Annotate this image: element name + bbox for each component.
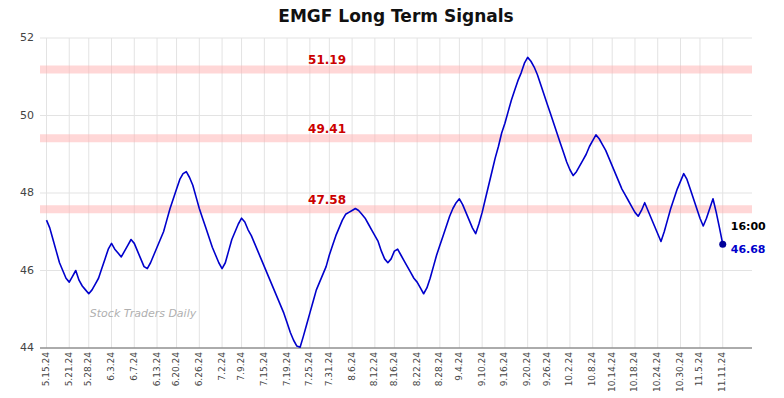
x-tick-label: 7.2.24 bbox=[217, 352, 227, 381]
grid bbox=[40, 38, 752, 348]
chart: 44 46 48 50 52 5.15.24 5.21.24 5.28.24 6.3.24 6.7… bbox=[0, 0, 784, 398]
x-tick-label: 11.11.24 bbox=[717, 352, 727, 392]
x-grid-line bbox=[46, 38, 47, 348]
x-tick-label: 9.26.24 bbox=[542, 352, 552, 387]
x-tick-label: 11.5.24 bbox=[694, 352, 704, 387]
y-grid-line bbox=[40, 193, 752, 194]
x-tick-label: 8.22.24 bbox=[412, 352, 422, 387]
x-grid-line bbox=[657, 38, 658, 348]
x-tick-label: 6.3.24 bbox=[106, 352, 116, 381]
x-tick-label: 10.8.24 bbox=[587, 352, 597, 387]
x-grid-line bbox=[722, 38, 723, 348]
x-grid-line bbox=[374, 38, 375, 348]
price-line bbox=[47, 57, 723, 347]
x-grid-line bbox=[612, 38, 613, 348]
last-value-label: 46.68 bbox=[731, 243, 766, 256]
y-grid-line bbox=[40, 38, 752, 39]
x-grid-line bbox=[287, 38, 288, 348]
y-tick-label: 44 bbox=[20, 341, 34, 354]
last-time-label: 16:00 bbox=[731, 220, 766, 233]
x-grid-line bbox=[417, 38, 418, 348]
last-point bbox=[719, 241, 726, 248]
x-tick-label: 5.21.24 bbox=[64, 352, 74, 387]
x-axis-line bbox=[40, 348, 752, 349]
x-grid-line bbox=[199, 38, 200, 348]
watermark: Stock Traders Daily bbox=[90, 307, 197, 320]
y-grid-line bbox=[40, 115, 752, 116]
x-grid-line bbox=[88, 38, 89, 348]
x-tick-label: 9.4.24 bbox=[454, 352, 464, 381]
x-tick-label: 10.30.24 bbox=[675, 352, 685, 392]
x-tick-label: 5.15.24 bbox=[41, 352, 51, 387]
y-axis: 44 46 48 50 52 bbox=[20, 31, 34, 354]
x-grid-line bbox=[680, 38, 681, 348]
x-tick-label: 9.10.24 bbox=[477, 352, 487, 387]
y-tick-label: 50 bbox=[20, 109, 34, 122]
x-grid-line bbox=[547, 38, 548, 348]
y-tick-label: 46 bbox=[20, 264, 34, 277]
signal-label: 49.41 bbox=[308, 122, 346, 136]
y-grid-line bbox=[40, 348, 752, 349]
annotations: 51.19 49.41 47.58 16:00 46.68 Stock Traders D… bbox=[90, 53, 766, 320]
x-tick-label: 9.20.24 bbox=[522, 352, 532, 387]
x-grid-line bbox=[69, 38, 70, 348]
x-grid-line bbox=[241, 38, 242, 348]
x-grid-line bbox=[111, 38, 112, 348]
x-grid-line bbox=[569, 38, 570, 348]
signal-band bbox=[40, 205, 752, 213]
x-tick-label: 8.6.24 bbox=[347, 352, 357, 381]
x-grid-line bbox=[592, 38, 593, 348]
x-tick-label: 6.26.24 bbox=[194, 352, 204, 387]
signal-band bbox=[40, 65, 752, 73]
x-tick-label: 5.28.24 bbox=[83, 352, 93, 387]
x-tick-label: 9.16.24 bbox=[499, 352, 509, 387]
x-tick-label: 10.24.24 bbox=[652, 352, 662, 392]
x-tick-label: 10.18.24 bbox=[629, 352, 639, 392]
x-grid-line bbox=[352, 38, 353, 348]
x-grid-line bbox=[504, 38, 505, 348]
x-tick-label: 6.7.24 bbox=[129, 352, 139, 381]
plot-area bbox=[40, 57, 752, 347]
x-tick-label: 8.28.24 bbox=[434, 352, 444, 387]
x-tick-label: 8.16.24 bbox=[389, 352, 399, 387]
signal-label: 51.19 bbox=[308, 53, 346, 67]
y-tick-label: 52 bbox=[20, 31, 34, 44]
x-tick-label: 6.13.24 bbox=[152, 352, 162, 387]
x-tick-label: 6.20.24 bbox=[171, 352, 181, 387]
x-tick-label: 8.12.24 bbox=[369, 352, 379, 387]
x-grid-line bbox=[134, 38, 135, 348]
x-tick-label: 7.25.24 bbox=[304, 352, 314, 387]
x-tick-label: 10.14.24 bbox=[607, 352, 617, 392]
title: EMGF Long Term Signals bbox=[278, 6, 513, 26]
x-grid-line bbox=[634, 38, 635, 348]
x-tick-label: 10.2.24 bbox=[564, 352, 574, 387]
x-tick-label: 7.31.24 bbox=[324, 352, 334, 387]
y-tick-label: 48 bbox=[20, 186, 34, 199]
x-grid-line bbox=[699, 38, 700, 348]
x-grid-line bbox=[482, 38, 483, 348]
x-grid-line bbox=[459, 38, 460, 348]
x-grid-line bbox=[527, 38, 528, 348]
x-tick-label: 7.15.24 bbox=[259, 352, 269, 387]
x-axis: 5.15.24 5.21.24 5.28.24 6.3.24 6.7.24 6.13.24… bbox=[40, 348, 752, 392]
x-grid-line bbox=[264, 38, 265, 348]
signal-label: 47.58 bbox=[308, 193, 346, 207]
x-grid-line bbox=[157, 38, 158, 348]
x-tick-label: 7.9.24 bbox=[236, 352, 246, 381]
y-grid-line bbox=[40, 270, 752, 271]
signal-band bbox=[40, 134, 752, 142]
x-grid-line bbox=[439, 38, 440, 348]
x-grid-line bbox=[394, 38, 395, 348]
x-grid-line bbox=[176, 38, 177, 348]
x-tick-label: 7.19.24 bbox=[282, 352, 292, 387]
x-grid-line bbox=[222, 38, 223, 348]
